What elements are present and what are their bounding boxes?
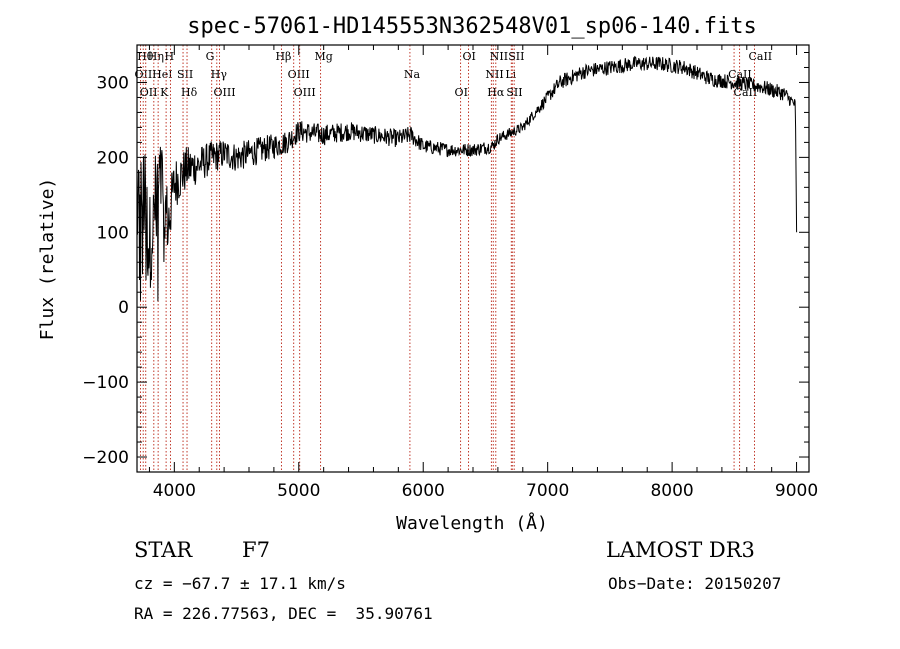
x-tick-label-7000: 7000	[526, 481, 569, 501]
marker-label-2: OII	[140, 86, 158, 99]
marker-label-9: G	[206, 50, 215, 63]
y-tick-label--100: −100	[82, 373, 129, 393]
marker-label-15: Mg	[315, 50, 333, 63]
marker-label-6: H	[164, 50, 174, 63]
axis-ticks: 4000 5000 6000 7000 8000 9000 −200 −100 0 100 200 3…	[82, 45, 818, 501]
survey-name: LAMOST DR3	[606, 538, 755, 562]
marker-label-16: Na	[404, 68, 421, 81]
marker-label-20: Hα	[487, 86, 505, 99]
marker-label-17: OI	[455, 86, 468, 99]
marker-label-4: HeI	[152, 68, 172, 81]
sky-coordinates: RA = 226.77563, DEC = 35.90761	[134, 604, 433, 623]
spectrum-line-flux	[136, 55, 798, 302]
chart-title: spec-57061-HD145553N362548V01_sp06-140.f…	[187, 14, 757, 39]
x-tick-label-4000: 4000	[153, 481, 196, 501]
y-tick-label-200: 200	[97, 148, 129, 168]
marker-label-18: OI	[463, 50, 476, 63]
marker-label-14: OIII	[294, 86, 316, 99]
plot-frame	[136, 44, 810, 473]
marker-label-8: Hδ	[181, 86, 198, 99]
y-tick-label-300: 300	[97, 73, 129, 93]
object-subclass: F7	[242, 538, 270, 562]
marker-label-1: OII	[134, 68, 152, 81]
y-axis-label: Flux (relative)	[37, 178, 58, 341]
marker-label-13: OIII	[288, 68, 310, 81]
marker-label-27: CaII	[748, 50, 772, 63]
x-tick-label-5000: 5000	[277, 481, 320, 501]
y-tick-label-0: 0	[118, 298, 129, 318]
y-tick-label-100: 100	[97, 223, 129, 243]
object-type: STAR	[134, 538, 193, 562]
marker-label-24: SII	[508, 50, 524, 63]
y-tick-label--200: −200	[82, 448, 129, 468]
observation-date: Obs−Date: 20150207	[608, 574, 782, 593]
x-tick-label-6000: 6000	[402, 481, 445, 501]
marker-label-5: K	[160, 86, 169, 99]
marker-label-23: SII	[506, 86, 522, 99]
x-axis-label: Wavelength (Å)	[396, 512, 548, 534]
marker-label-26: CaII	[734, 86, 758, 99]
marker-label-19: NII	[485, 68, 503, 81]
marker-label-3: Hη	[148, 50, 164, 63]
redshift-cz: cz = −67.7 ± 17.1 km/s	[134, 574, 346, 593]
marker-label-21: NII	[490, 50, 508, 63]
emission-line-markers: HθOIIOIIHηHeIKHSIIHδGHγOIIIHβOIIIOIIIMgN…	[134, 45, 772, 472]
marker-label-22: Li	[505, 68, 516, 81]
plot-area	[136, 55, 798, 302]
marker-label-7: SII	[177, 68, 193, 81]
x-tick-label-9000: 9000	[775, 481, 818, 501]
marker-label-12: Hβ	[275, 50, 291, 63]
marker-label-11: OIII	[214, 86, 236, 99]
x-tick-label-8000: 8000	[650, 481, 693, 501]
